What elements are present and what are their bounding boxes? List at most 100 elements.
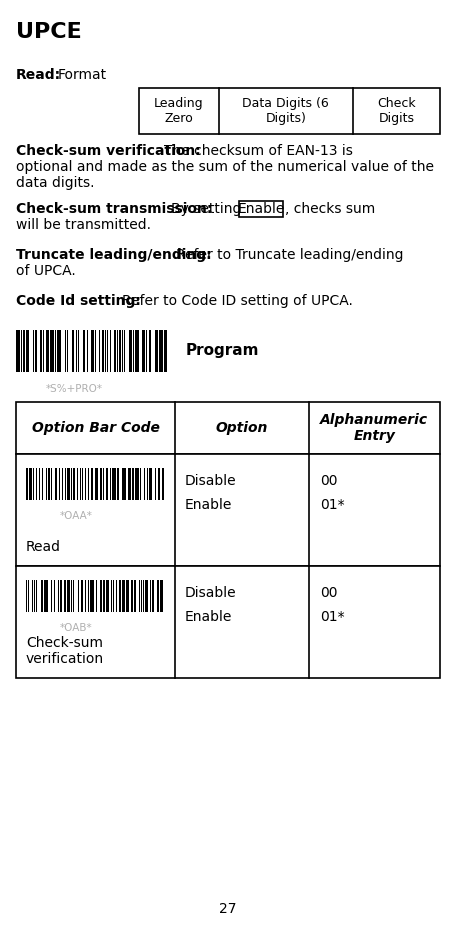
- Bar: [64, 580, 66, 612]
- Text: , checks sum: , checks sum: [284, 202, 374, 216]
- Bar: [88, 468, 89, 500]
- Bar: [154, 330, 158, 372]
- Bar: [33, 468, 34, 500]
- Bar: [98, 330, 100, 372]
- Bar: [57, 330, 61, 372]
- Bar: [122, 580, 125, 612]
- Bar: [16, 330, 20, 372]
- Text: Check‑sum verification:: Check‑sum verification:: [16, 144, 200, 158]
- Bar: [105, 330, 106, 372]
- Bar: [139, 468, 141, 500]
- Bar: [164, 330, 167, 372]
- Text: Enable: Enable: [185, 498, 232, 512]
- Bar: [71, 580, 72, 612]
- Text: Program: Program: [186, 344, 259, 358]
- Text: Data Digits (6
Digits): Data Digits (6 Digits): [242, 97, 329, 125]
- Bar: [124, 330, 125, 372]
- Bar: [90, 580, 94, 612]
- Bar: [110, 468, 111, 500]
- Bar: [91, 468, 92, 500]
- Bar: [50, 330, 54, 372]
- Bar: [154, 468, 156, 500]
- Bar: [107, 330, 108, 372]
- Bar: [95, 468, 98, 500]
- Bar: [82, 468, 83, 500]
- Bar: [42, 468, 43, 500]
- Bar: [58, 580, 59, 612]
- Bar: [55, 330, 56, 372]
- Bar: [76, 468, 77, 500]
- Bar: [65, 330, 66, 372]
- Bar: [84, 468, 86, 500]
- Bar: [46, 330, 49, 372]
- Text: 00: 00: [320, 474, 337, 488]
- Bar: [88, 580, 89, 612]
- Bar: [83, 330, 85, 372]
- Bar: [113, 580, 114, 612]
- Bar: [53, 580, 55, 612]
- Bar: [43, 330, 44, 372]
- Bar: [26, 580, 27, 612]
- Bar: [99, 580, 101, 612]
- Text: Read: Read: [26, 540, 61, 554]
- Text: Check
Digits: Check Digits: [376, 97, 415, 125]
- Bar: [129, 330, 131, 372]
- Text: Read:: Read:: [16, 68, 61, 82]
- Bar: [161, 468, 163, 500]
- Bar: [106, 580, 108, 612]
- Bar: [112, 468, 116, 500]
- Bar: [159, 330, 163, 372]
- Bar: [116, 330, 118, 372]
- Bar: [25, 330, 29, 372]
- Bar: [32, 580, 33, 612]
- Bar: [109, 330, 111, 372]
- Bar: [142, 330, 145, 372]
- Text: Format: Format: [58, 68, 107, 82]
- Bar: [36, 468, 37, 500]
- Bar: [16, 454, 439, 566]
- Bar: [55, 468, 57, 500]
- Bar: [139, 88, 439, 134]
- Bar: [119, 580, 121, 612]
- Text: Refer to Truncate leading/ending: Refer to Truncate leading/ending: [176, 248, 403, 262]
- Bar: [23, 330, 25, 372]
- Bar: [99, 468, 101, 500]
- Bar: [111, 580, 112, 612]
- Bar: [96, 580, 97, 612]
- Bar: [30, 468, 32, 500]
- Bar: [33, 330, 34, 372]
- Bar: [95, 330, 96, 372]
- Bar: [40, 330, 41, 372]
- Text: Option: Option: [215, 421, 268, 435]
- Bar: [106, 468, 107, 500]
- Text: *OAB*: *OAB*: [60, 623, 92, 633]
- Bar: [119, 330, 120, 372]
- Bar: [132, 330, 134, 372]
- Bar: [73, 580, 74, 612]
- Bar: [16, 566, 439, 678]
- Bar: [77, 580, 79, 612]
- Bar: [143, 580, 144, 612]
- Text: Option Bar Code: Option Bar Code: [31, 421, 159, 435]
- Bar: [150, 580, 151, 612]
- Text: *S%+PRO*: *S%+PRO*: [45, 384, 102, 394]
- Text: UPCE: UPCE: [16, 22, 81, 42]
- Text: Disable: Disable: [185, 474, 236, 488]
- Text: Disable: Disable: [185, 586, 236, 600]
- Bar: [145, 580, 147, 612]
- Text: Enable: Enable: [185, 610, 232, 624]
- Bar: [48, 468, 50, 500]
- Bar: [72, 330, 74, 372]
- Bar: [41, 580, 43, 612]
- Bar: [51, 468, 52, 500]
- Bar: [141, 580, 142, 612]
- Bar: [103, 468, 104, 500]
- Bar: [59, 468, 61, 500]
- Bar: [44, 580, 48, 612]
- Bar: [51, 580, 52, 612]
- Bar: [21, 330, 22, 372]
- Text: of UPCA.: of UPCA.: [16, 264, 76, 278]
- Bar: [102, 330, 103, 372]
- Bar: [86, 330, 87, 372]
- Text: Check-sum
verification: Check-sum verification: [26, 636, 104, 666]
